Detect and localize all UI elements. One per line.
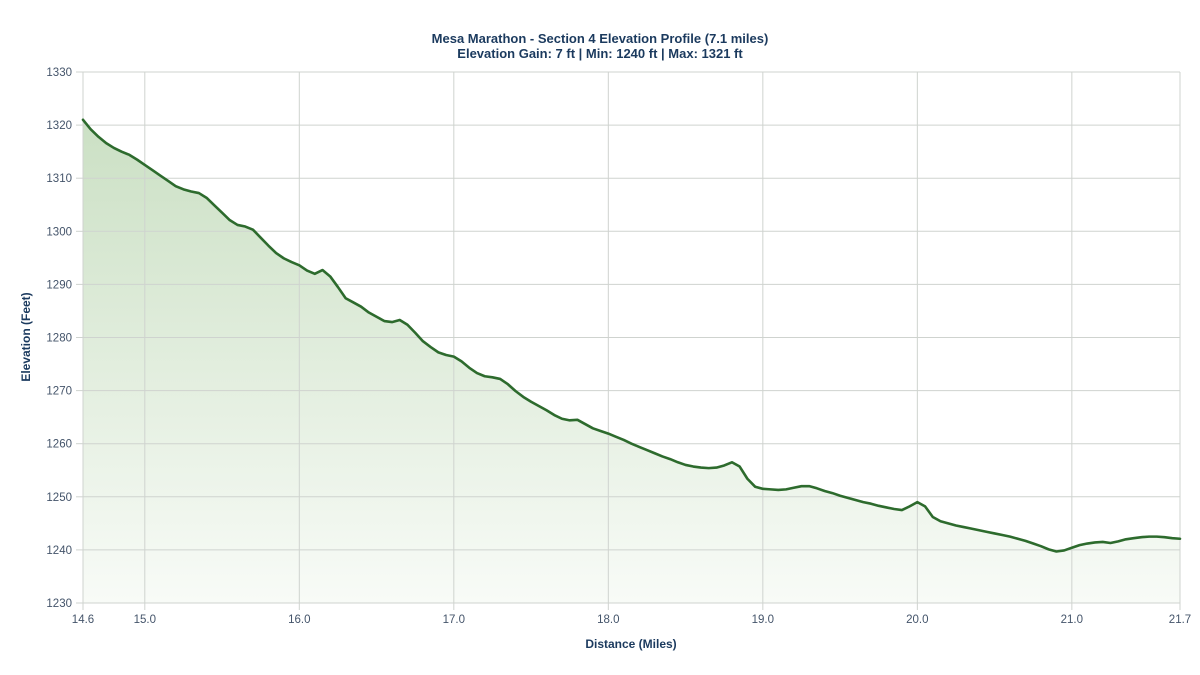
y-tick-label: 1300 <box>46 226 72 238</box>
x-tick-label: 19.0 <box>752 614 774 626</box>
y-tick-label: 1320 <box>46 120 72 132</box>
y-axis-label: Elevation (Feet) <box>19 292 33 382</box>
y-tick-label: 1240 <box>46 545 72 557</box>
chart-title: Mesa Marathon - Section 4 Elevation Prof… <box>431 31 769 46</box>
y-tick-label: 1260 <box>46 439 72 451</box>
x-tick-label: 21.0 <box>1061 614 1083 626</box>
x-tick-label: 15.0 <box>134 614 156 626</box>
x-tick-label: 18.0 <box>597 614 619 626</box>
chart-subtitle: Elevation Gain: 7 ft | Min: 1240 ft | Ma… <box>457 46 743 61</box>
x-tick-label: 20.0 <box>906 614 928 626</box>
x-tick-label: 21.7 <box>1169 614 1191 626</box>
x-axis-label: Distance (Miles) <box>585 637 677 651</box>
chart-header: Mesa Marathon - Section 4 Elevation Prof… <box>0 31 1200 61</box>
y-tick-label: 1280 <box>46 333 72 345</box>
x-tick-label: 14.6 <box>72 614 94 626</box>
y-tick-label: 1230 <box>46 598 72 610</box>
y-tick-label: 1290 <box>46 279 72 291</box>
x-tick-label: 16.0 <box>288 614 310 626</box>
y-tick-label: 1250 <box>46 492 72 504</box>
elevation-area <box>83 119 1180 603</box>
elevation-line <box>81 118 1182 553</box>
y-tick-label: 1310 <box>46 173 72 185</box>
x-tick-label: 17.0 <box>443 614 465 626</box>
y-tick-label: 1330 <box>46 67 72 79</box>
y-tick-label: 1270 <box>46 386 72 398</box>
